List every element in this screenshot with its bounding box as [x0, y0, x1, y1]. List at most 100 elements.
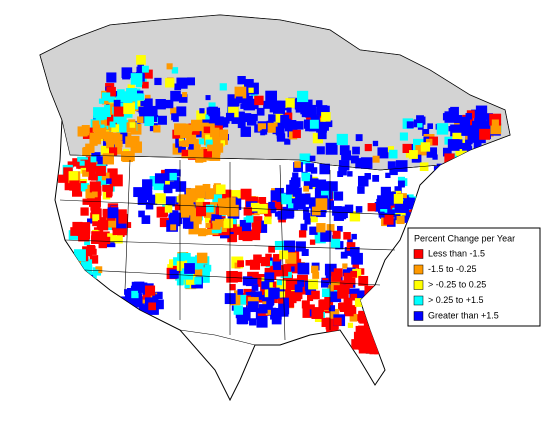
range-patch [293, 278, 301, 286]
range-patch [196, 126, 208, 138]
range-patch [254, 95, 264, 106]
range-patch [69, 180, 80, 191]
range-patch [275, 126, 285, 136]
range-patch [316, 207, 326, 218]
range-patch [473, 142, 482, 151]
range-patch [82, 170, 89, 177]
range-patch [397, 180, 405, 188]
range-patch [66, 259, 75, 267]
range-patch [482, 113, 490, 120]
range-patch [185, 275, 196, 285]
range-patch [82, 147, 91, 156]
range-patch [253, 276, 264, 287]
range-patch [357, 175, 369, 187]
range-patch [209, 127, 220, 138]
range-patch [242, 113, 252, 123]
range-patch [367, 203, 376, 212]
range-patch [240, 103, 246, 109]
range-patch [104, 110, 111, 118]
range-patch [226, 270, 238, 283]
range-patch [191, 119, 203, 132]
range-patch [316, 121, 327, 133]
range-patch [91, 173, 98, 181]
range-patch [251, 284, 259, 291]
range-patch [81, 125, 90, 134]
range-patch [234, 86, 247, 99]
range-patch [264, 304, 273, 314]
legend: Percent Change per Year Less than -1.5 -1… [407, 227, 541, 327]
range-patch [294, 98, 306, 110]
range-patch [267, 122, 278, 133]
range-patch [300, 223, 308, 231]
range-patch [205, 95, 211, 101]
range-patch [448, 126, 454, 132]
range-patch [196, 206, 207, 217]
range-patch [79, 160, 85, 166]
range-patch [106, 217, 117, 228]
range-patch [305, 163, 315, 172]
range-patch [340, 281, 348, 288]
range-patch [72, 221, 83, 233]
range-patch [170, 107, 178, 115]
range-patch [237, 120, 246, 129]
range-patch [321, 317, 331, 328]
range-patch [407, 209, 414, 215]
range-patch [292, 129, 301, 139]
range-patch [184, 220, 194, 229]
range-patch [261, 281, 270, 290]
legend-label: > 0.25 to +1.5 [428, 295, 484, 305]
range-patch [381, 193, 394, 206]
range-patch [274, 240, 284, 250]
range-patch [408, 197, 415, 205]
range-patch [107, 233, 117, 243]
range-patch [144, 94, 151, 101]
range-patch [249, 259, 261, 270]
range-patch [202, 183, 211, 192]
range-patch [184, 124, 193, 133]
range-patch [268, 299, 275, 306]
range-patch [215, 219, 223, 228]
legend-swatch [413, 311, 424, 321]
range-patch [77, 274, 89, 286]
range-patch [429, 136, 438, 146]
range-patch [130, 293, 143, 305]
range-patch [349, 313, 358, 322]
range-patch [58, 268, 64, 275]
range-patch [289, 258, 302, 271]
range-patch [90, 202, 101, 212]
range-patch [218, 212, 226, 221]
range-patch [117, 89, 125, 97]
range-patch [89, 255, 99, 264]
range-patch [179, 252, 187, 260]
range-patch [350, 270, 358, 278]
range-patch [188, 223, 199, 235]
range-patch [257, 223, 268, 233]
range-patch [365, 340, 376, 351]
range-patch [93, 107, 105, 119]
range-patch [63, 275, 69, 282]
range-patch [198, 267, 209, 278]
range-patch [452, 132, 463, 143]
range-patch [394, 186, 402, 194]
range-patch [433, 166, 446, 178]
range-patch [201, 122, 209, 131]
range-patch [80, 207, 89, 216]
range-patch [108, 95, 115, 103]
range-patch [280, 114, 290, 124]
range-patch [82, 198, 89, 205]
range-patch [74, 276, 82, 284]
range-patch [58, 256, 71, 269]
range-patch [311, 290, 320, 300]
range-patch [80, 159, 90, 169]
range-patch [388, 149, 398, 159]
range-patch [87, 245, 96, 254]
range-patch [422, 129, 430, 136]
range-patch [100, 145, 110, 155]
range-patch [277, 210, 287, 220]
range-patch [196, 110, 207, 121]
range-patch [285, 98, 296, 109]
range-patch [243, 98, 256, 111]
range-patch [303, 180, 313, 190]
range-patch [95, 266, 103, 274]
range-patch [301, 248, 309, 256]
